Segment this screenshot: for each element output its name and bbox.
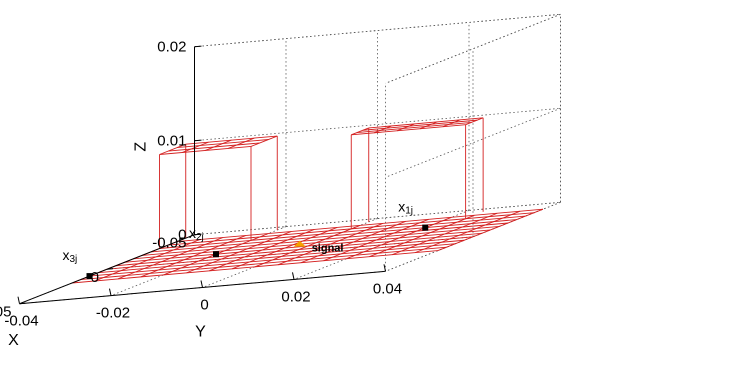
mesh-line xyxy=(300,220,406,264)
mesh-line xyxy=(209,229,315,272)
mesh-line xyxy=(117,237,223,280)
mesh-line xyxy=(277,222,384,266)
x-tick-label: 0.05 xyxy=(0,304,12,321)
x-tick-label: 0 xyxy=(91,269,99,286)
y-tick-label: -0.02 xyxy=(96,305,130,322)
mesh-line xyxy=(231,227,338,270)
data-point xyxy=(86,273,93,280)
y-tick-label: 0.04 xyxy=(373,280,402,297)
point-label: x3j xyxy=(63,247,78,265)
mesh-line xyxy=(140,235,246,278)
point-label: x2j xyxy=(189,225,204,243)
mesh-line xyxy=(414,210,521,254)
axis-labels: 00.010.02-0.0500.05-0.04-0.0200.020.04ZX… xyxy=(0,39,402,349)
x-axis-label: X xyxy=(8,332,19,349)
z-tick-label: 0.01 xyxy=(157,133,186,150)
grid-line xyxy=(194,201,561,236)
y-tick-label: 0.02 xyxy=(281,288,310,305)
mesh-line xyxy=(205,139,232,151)
mesh-line xyxy=(396,123,415,132)
z-tick xyxy=(194,139,202,142)
x-tick xyxy=(19,302,26,305)
mesh-line xyxy=(437,208,544,252)
mesh-line xyxy=(362,119,478,131)
mesh-line xyxy=(227,137,255,149)
mesh-line xyxy=(159,143,186,155)
mesh-line xyxy=(442,119,461,128)
grid-line xyxy=(194,107,561,142)
mesh-line xyxy=(346,216,452,260)
panel-right-mesh xyxy=(351,117,484,136)
y-tick xyxy=(200,280,203,288)
grid-line xyxy=(385,201,561,272)
mesh-line xyxy=(323,218,429,262)
y-tick-label: -0.04 xyxy=(4,313,38,330)
grid-line xyxy=(202,218,378,288)
data-point xyxy=(213,251,219,258)
mesh-line xyxy=(465,117,484,126)
surface-mesh xyxy=(71,117,544,284)
grid-line xyxy=(385,107,561,178)
z-tick-label: 0.02 xyxy=(157,39,186,56)
x-tick xyxy=(194,233,201,236)
data-point xyxy=(422,224,429,231)
y-tick xyxy=(109,288,112,296)
grid-line xyxy=(385,13,561,84)
data-points: x1j x2j x3j signal xyxy=(63,199,429,280)
signal-label: signal xyxy=(312,243,344,255)
main-surface-mesh xyxy=(71,208,544,284)
y-tick xyxy=(17,296,20,304)
mesh-line xyxy=(351,124,466,136)
grid-line xyxy=(110,226,287,296)
x-tick xyxy=(106,268,114,270)
z-tick-label: 0 xyxy=(178,227,186,244)
mesh-line xyxy=(351,127,369,136)
mesh-line xyxy=(369,214,475,258)
panel-left-mesh xyxy=(159,135,278,155)
mesh-line xyxy=(357,121,472,133)
grid-line xyxy=(194,13,561,48)
mesh-line xyxy=(368,117,484,129)
grid-line xyxy=(293,210,470,280)
mesh-line xyxy=(182,141,209,153)
signal-marker xyxy=(293,240,306,247)
mesh-line xyxy=(419,121,438,130)
y-tick-label: 0 xyxy=(200,297,208,314)
mesh-line xyxy=(254,224,361,268)
point-label: x1j xyxy=(398,199,413,217)
y-tick xyxy=(383,264,386,272)
x-tick-label: -0.05 xyxy=(152,235,186,252)
mesh-line xyxy=(250,135,278,147)
y-axis-label: Y xyxy=(195,324,206,341)
mesh-line xyxy=(392,212,498,256)
y-tick xyxy=(292,272,295,280)
mesh-line xyxy=(186,231,292,274)
z-tick xyxy=(194,45,202,48)
axes xyxy=(17,45,386,305)
mesh-line xyxy=(373,125,392,134)
mesh-line xyxy=(94,239,201,282)
z-axis-label: Z xyxy=(133,142,150,152)
